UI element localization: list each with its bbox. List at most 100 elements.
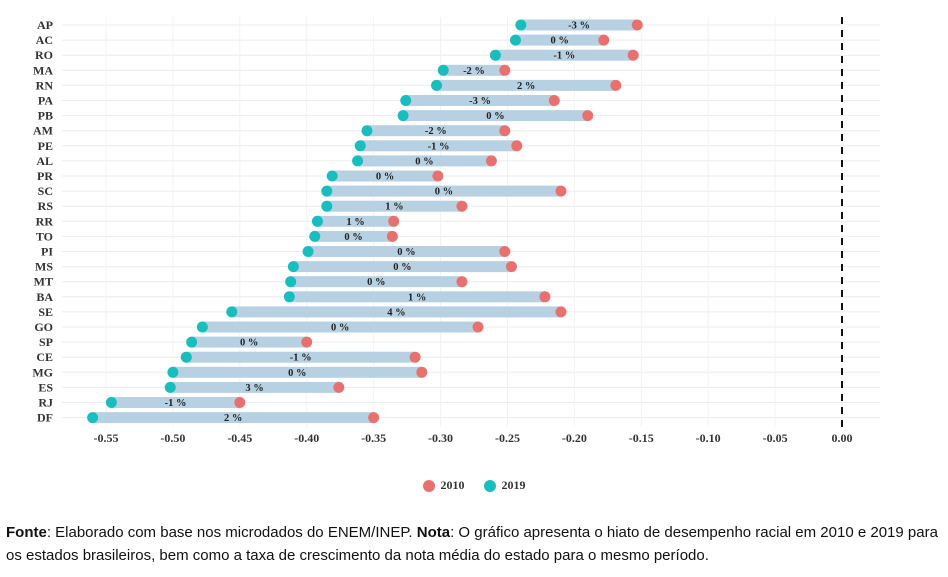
range-bar [360,140,517,152]
point-2010 [333,381,345,393]
category-label: PE [38,139,53,153]
range-bar [92,412,374,424]
row-ap: AP -3 % [37,18,643,32]
point-2010 [456,200,468,212]
point-2019 [180,351,192,363]
point-2010 [368,412,380,424]
category-label: MT [34,275,53,289]
point-2019 [361,125,373,137]
category-label: MG [32,365,53,379]
range-bar [436,79,616,91]
legend-item-2019: 2019 [483,478,526,493]
range-bar [403,110,588,122]
growth-label: 1 % [346,217,364,228]
x-tick-label: -0.55 [94,431,119,445]
row-al: AL 0 % [36,154,497,168]
range-bar [289,291,545,303]
row-ms: MS 0 % [35,260,517,274]
point-2010 [409,351,421,363]
range-bar [186,351,416,363]
growth-label: 1 % [385,202,403,213]
row-se: SE 4 % [38,305,567,319]
category-label: DF [37,411,53,425]
range-bar [366,125,505,137]
growth-label: 0 % [288,368,306,379]
point-2019 [87,412,99,424]
row-to: TO 0 % [36,229,398,243]
point-2019 [352,155,364,167]
point-2010 [582,110,594,122]
growth-label: 0 % [331,323,349,334]
row-ba: BA 1 % [36,290,551,304]
point-2010 [627,49,639,61]
point-2010 [456,276,468,288]
category-label: SP [39,335,53,349]
category-label: AP [37,18,53,32]
row-rs: RS 1 % [38,199,468,213]
row-mt: MT 0 % [34,275,468,289]
category-label: CE [36,350,53,364]
x-tick-label: -0.10 [696,431,721,445]
point-2010 [499,64,511,76]
growth-label: -3 % [568,21,590,32]
range-bar [332,170,438,182]
category-label: RO [35,48,53,62]
legend-dot-2010 [422,479,435,492]
category-label: AL [36,154,53,168]
category-label: MS [35,260,53,274]
growth-label: 0 % [397,247,415,258]
range-bar [231,306,561,318]
point-2010 [485,155,497,167]
range-bar [405,95,555,106]
growth-label: 4 % [387,307,405,318]
x-tick-label: -0.15 [629,431,654,445]
range-bar [443,64,505,76]
category-label: PI [41,245,53,259]
category-label: BA [36,290,53,304]
source-label: Fonte [6,524,47,541]
x-tick-label: -0.20 [562,431,587,445]
row-rr: RR 1 % [36,214,400,228]
category-label: SE [38,305,53,319]
chart-rows: AP -3 %AC 0 %RO -1 %MA -2 %RN 2 %PA -3 %PB 0 %A… [32,18,643,425]
point-2019 [285,276,297,288]
point-2019 [509,34,521,46]
range-bar [326,185,561,197]
source-text: : Elaborado com base nos microdados do E… [46,524,417,541]
point-2019 [302,246,314,257]
point-2010 [234,397,246,408]
range-bar [317,215,394,227]
point-2010 [610,79,622,91]
point-2019 [226,306,238,318]
category-label: PB [38,109,53,123]
point-2010 [432,170,444,182]
point-2019 [164,381,176,393]
range-bar [290,276,462,288]
x-tick-label: -0.40 [294,431,319,445]
category-label: RJ [38,396,53,410]
category-label: TO [36,229,53,243]
legend-label-2010: 2010 [440,478,465,492]
row-ro: RO -1 % [35,48,639,62]
row-es: ES 3 % [38,380,345,394]
point-2010 [539,291,551,303]
point-2010 [386,230,398,242]
point-2019 [283,291,295,303]
growth-label: 0 % [550,36,568,47]
range-bar [202,321,479,333]
point-2019 [186,336,198,348]
range-bar [515,34,604,46]
growth-label: -2 % [425,126,447,137]
row-rn: RN 2 % [36,78,622,92]
point-2010 [631,19,643,31]
figure-note: Fonte: Elaborado com base nos microdados… [6,521,946,567]
category-label: GO [34,320,53,334]
growth-label: 0 % [415,156,433,167]
point-2019 [397,110,409,122]
x-tick-label: 0.00 [832,431,853,445]
growth-label: 2 % [517,81,535,92]
range-bar [520,19,638,31]
dumbbell-chart: AP -3 %AC 0 %RO -1 %MA -2 %RN 2 %PA -3 %PB 0 %A… [32,17,880,445]
point-2010 [555,185,567,197]
row-pe: PE -1 % [38,139,523,153]
